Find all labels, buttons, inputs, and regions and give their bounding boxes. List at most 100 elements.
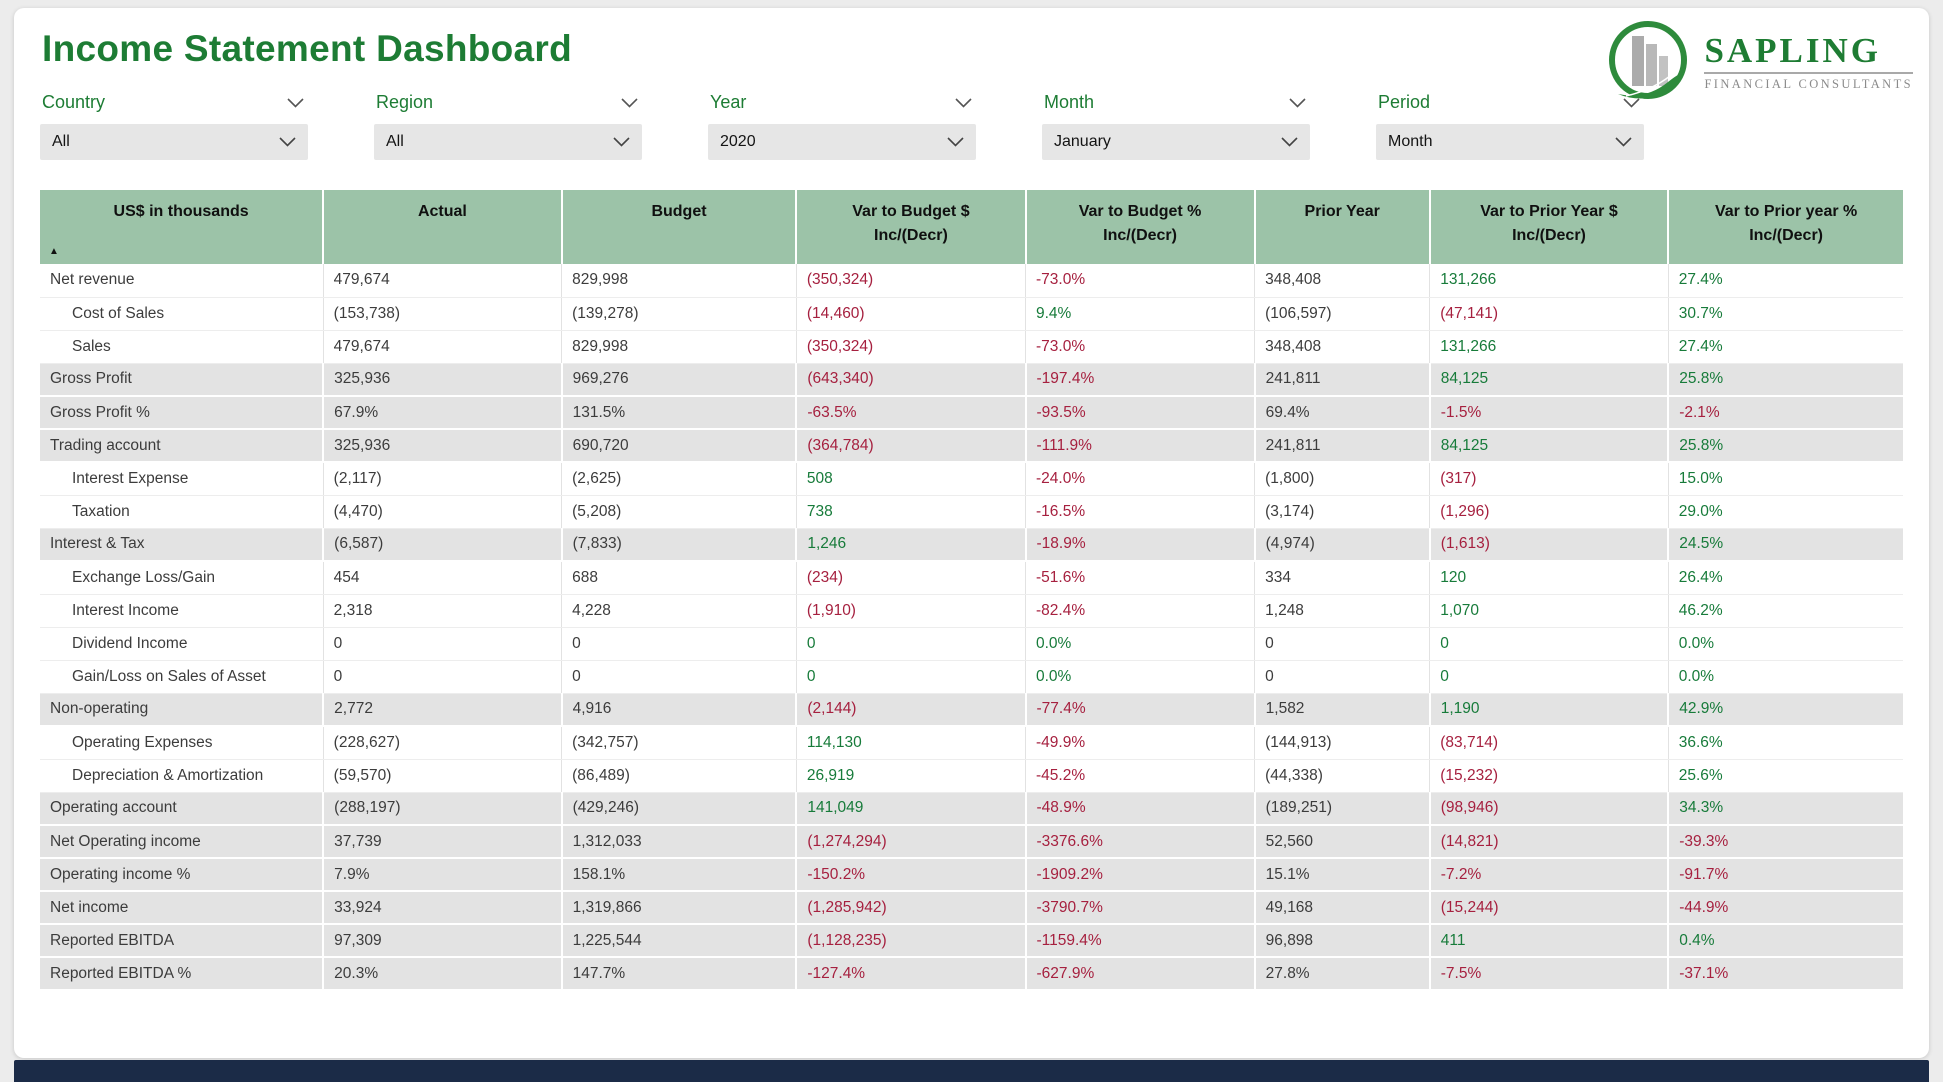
value-cell: 479,674 <box>323 264 563 298</box>
value-cell: 0 <box>1254 660 1431 694</box>
table-row[interactable]: Interest Income 2,318 4,228 (1,910) -82.4% 1,… <box>40 594 1903 628</box>
value-cell: (1,800) <box>1254 462 1431 496</box>
value-cell: (139,278) <box>561 297 797 331</box>
table-row[interactable]: Reported EBITDA 97,309 1,225,544 (1,128,235… <box>40 924 1903 958</box>
chevron-down-icon[interactable] <box>1623 97 1640 108</box>
year-dropdown[interactable]: 2020 <box>708 124 976 160</box>
table-row[interactable]: Operating Expenses (228,627) (342,757) 114,… <box>40 726 1903 760</box>
region-dropdown[interactable]: All <box>374 124 642 160</box>
month-dropdown-value: January <box>1054 133 1111 150</box>
row-label: Gain/Loss on Sales of Asset <box>40 660 324 694</box>
table-row[interactable]: Taxation (4,470) (5,208) 738 -16.5% (3,174) (1… <box>40 495 1903 529</box>
value-cell: 24.5% <box>1668 528 1903 562</box>
filter-year-label: Year <box>710 92 747 112</box>
table-row[interactable]: Depreciation & Amortization (59,570) (86,4… <box>40 759 1903 793</box>
value-cell: -82.4% <box>1025 594 1256 628</box>
value-cell: 7.9% <box>323 858 563 892</box>
sapling-logo-icon <box>1609 21 1688 99</box>
value-cell: -627.9% <box>1025 957 1256 991</box>
row-label: Taxation <box>40 495 324 529</box>
value-cell: -7.5% <box>1429 957 1670 991</box>
value-cell: 46.2% <box>1668 594 1903 628</box>
row-label: Trading account <box>40 429 325 463</box>
sort-ascending-icon[interactable]: ▲ <box>49 246 59 257</box>
table-row[interactable]: Operating account (288,197) (429,246) 141,0… <box>40 792 1903 826</box>
value-cell: (228,627) <box>323 726 563 760</box>
row-label: Gross Profit <box>40 363 325 397</box>
value-cell: 26.4% <box>1668 561 1903 595</box>
column-header[interactable]: US$ in thousands ▲ <box>40 190 325 264</box>
value-cell: 69.4% <box>1254 396 1431 430</box>
value-cell: 9.4% <box>1025 297 1256 331</box>
value-cell: -3790.7% <box>1025 891 1256 925</box>
table-row[interactable]: Interest Expense (2,117) (2,625) 508 -24.0%(… <box>40 462 1903 496</box>
row-label: Net Operating income <box>40 825 325 859</box>
value-cell: 348,408 <box>1254 330 1431 364</box>
chevron-down-icon[interactable] <box>955 97 972 108</box>
value-cell: 36.6% <box>1668 726 1903 760</box>
value-cell: 969,276 <box>561 363 798 397</box>
row-label: Operating income % <box>40 858 325 892</box>
column-header[interactable]: Var to Prior Year $ Inc/(Decr) <box>1429 190 1670 264</box>
value-cell: -77.4% <box>1025 693 1256 727</box>
value-cell: 241,811 <box>1254 429 1431 463</box>
table-row[interactable]: Gross Profit 325,936 969,276 (643,340) -197.… <box>40 363 1903 397</box>
value-cell: 131,266 <box>1429 264 1669 298</box>
value-cell: (643,340) <box>796 363 1027 397</box>
value-cell: -51.6% <box>1025 561 1256 595</box>
value-cell: 97,309 <box>323 924 563 958</box>
table-row[interactable]: Gross Profit % 67.9% 131.5% -63.5% -93.5% 69.… <box>40 396 1903 430</box>
column-header[interactable]: Prior Year <box>1254 190 1431 264</box>
table-row[interactable]: Operating income % 7.9% 158.1% -150.2% -1909… <box>40 858 1903 892</box>
chevron-down-icon <box>613 137 630 147</box>
column-header[interactable]: Var to Budget % Inc/(Decr) <box>1025 190 1256 264</box>
value-cell: (288,197) <box>323 792 563 826</box>
table-row[interactable]: Net Operating income 37,739 1,312,033 (1,27… <box>40 825 1903 859</box>
row-label: Interest & Tax <box>40 528 325 562</box>
table-row[interactable]: Net revenue 479,674 829,998 (350,324) -73.0%… <box>40 264 1903 298</box>
value-cell: -150.2% <box>796 858 1027 892</box>
value-cell: -63.5% <box>796 396 1027 430</box>
period-dropdown[interactable]: Month <box>1376 124 1644 160</box>
value-cell: 325,936 <box>323 363 563 397</box>
column-header[interactable]: Var to Prior year % Inc/(Decr) <box>1668 190 1903 264</box>
value-cell: 4,916 <box>561 693 798 727</box>
chevron-down-icon[interactable] <box>287 97 304 108</box>
value-cell: 1,190 <box>1429 693 1670 727</box>
table-row[interactable]: Sales 479,674 829,998 (350,324) -73.0% 348,40… <box>40 330 1903 364</box>
value-cell: 334 <box>1254 561 1431 595</box>
value-cell: -73.0% <box>1025 264 1256 298</box>
table-row[interactable]: Non-operating 2,772 4,916 (2,144) -77.4% 1,58… <box>40 693 1903 727</box>
value-cell: 25.8% <box>1668 363 1903 397</box>
table-row[interactable]: Net income 33,924 1,319,866 (1,285,942) -379… <box>40 891 1903 925</box>
value-cell: 2,772 <box>323 693 563 727</box>
value-cell: (317) <box>1429 462 1669 496</box>
page-title: Income Statement Dashboard <box>42 28 573 69</box>
chevron-down-icon[interactable] <box>1289 97 1306 108</box>
table-row[interactable]: Exchange Loss/Gain 454 688 (234) -51.6% 334 12… <box>40 561 1903 595</box>
column-header[interactable]: Actual <box>323 190 563 264</box>
table-row[interactable]: Dividend Income 0 0 0 0.0% 0 0 0.0% <box>40 627 1903 661</box>
table-row[interactable]: Reported EBITDA % 20.3% 147.7% -127.4% -627.… <box>40 957 1903 991</box>
value-cell: (47,141) <box>1429 297 1669 331</box>
table-row[interactable]: Interest & Tax (6,587) (7,833) 1,246 -18.9%(… <box>40 528 1903 562</box>
value-cell: -39.3% <box>1668 825 1903 859</box>
value-cell: 27.8% <box>1254 957 1431 991</box>
month-dropdown[interactable]: January <box>1042 124 1310 160</box>
value-cell: (3,174) <box>1254 495 1431 529</box>
table-row[interactable]: Cost of Sales (153,738) (139,278) (14,460) 9… <box>40 297 1903 331</box>
value-cell: (106,597) <box>1254 297 1431 331</box>
chevron-down-icon[interactable] <box>621 97 638 108</box>
dashboard-card: Income Statement Dashboard SAPLING FINAN… <box>14 8 1929 1058</box>
column-header[interactable]: Budget <box>561 190 798 264</box>
table-row[interactable]: Trading account 325,936 690,720 (364,784) -1… <box>40 429 1903 463</box>
column-header[interactable]: Var to Budget $ Inc/(Decr) <box>796 190 1027 264</box>
chevron-down-icon <box>1281 137 1298 147</box>
value-cell: (5,208) <box>561 495 797 529</box>
table-row[interactable]: Gain/Loss on Sales of Asset 0 0 0 0.0% 0 0 0.0% <box>40 660 1903 694</box>
value-cell: 829,998 <box>561 264 797 298</box>
row-label: Sales <box>40 330 324 364</box>
row-label: Depreciation & Amortization <box>40 759 324 793</box>
value-cell: (144,913) <box>1254 726 1431 760</box>
country-dropdown[interactable]: All <box>40 124 308 160</box>
